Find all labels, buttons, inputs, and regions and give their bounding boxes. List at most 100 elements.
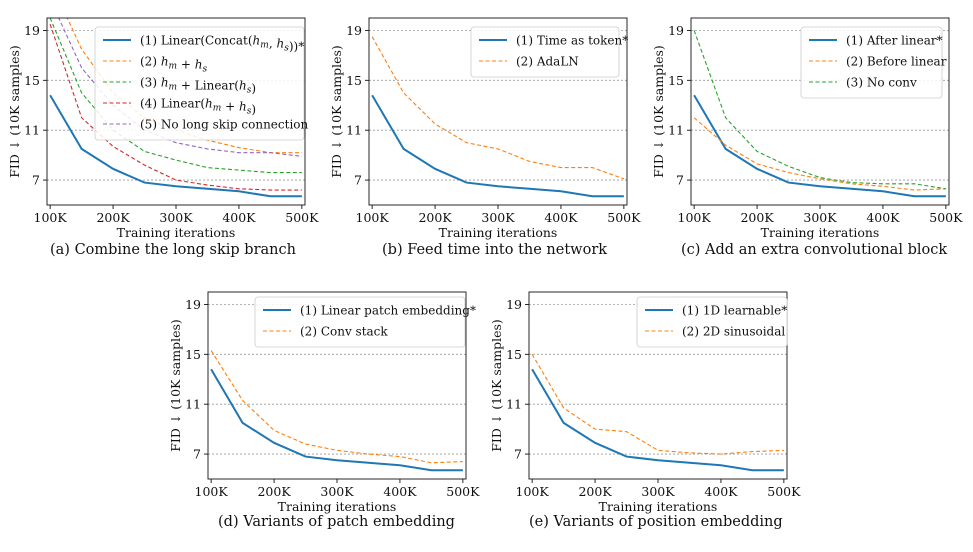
legend: (1) Linear(Concat(hm, hs))*(2) hm + hs(3…: [94, 26, 309, 141]
x-tick-label: 500K: [285, 210, 319, 225]
x-tick-label: 200K: [578, 484, 612, 499]
y-tick-label: 15: [185, 347, 201, 362]
x-tick-label: 500K: [929, 210, 963, 225]
legend-label: (1) After linear*: [846, 34, 943, 48]
series-line-2: [371, 36, 625, 180]
y-tick-label: 11: [506, 397, 522, 412]
legend-label: (1) Linear patch embedding*: [300, 304, 476, 318]
series-line-2: [210, 350, 463, 464]
y-tick-label: 15: [346, 73, 362, 88]
y-axis-label: FID ↓ (10K samples): [489, 319, 504, 452]
x-tick-label: 200K: [257, 484, 291, 499]
x-tick-label: 200K: [740, 210, 774, 225]
x-tick-label: 100K: [195, 484, 229, 499]
x-tick-label: 100K: [34, 210, 68, 225]
y-axis-label: FID ↓ (10K samples): [329, 45, 344, 178]
legend: (1) 1D learnable* (2) 2D sinusoidal: [636, 296, 788, 348]
legend-label: (5) No long skip connection: [140, 118, 309, 132]
caption-b: (b) Feed time into the network: [382, 242, 608, 258]
x-axis-label: Training iterations: [278, 499, 397, 514]
y-tick-label: 7: [354, 173, 362, 188]
legend-box: [800, 26, 943, 99]
series-line-1: [693, 94, 946, 198]
series-line-5: [58, 18, 302, 157]
x-axis-label: Training iterations: [117, 225, 236, 240]
caption-d: (d) Variants of patch embedding: [218, 514, 455, 530]
legend-box: [94, 26, 305, 141]
legend-label: (1) 1D learnable*: [682, 304, 787, 318]
legend: (1) After linear* (2) Before linear (3) No…: [800, 26, 947, 99]
y-tick-label: 19: [346, 23, 362, 38]
series-line-1: [531, 368, 784, 472]
caption-c: (c) Add an extra convolutional block: [681, 242, 948, 258]
x-tick-label: 400K: [222, 210, 256, 225]
x-tick-label: 400K: [544, 210, 578, 225]
series-line-2: [693, 117, 946, 191]
x-tick-label: 100K: [356, 210, 390, 225]
y-tick-label: 19: [185, 297, 201, 312]
y-tick-label: 11: [346, 123, 362, 138]
y-axis-label: FID ↓ (10K samples): [7, 45, 22, 178]
y-tick-label: 11: [24, 123, 40, 138]
x-tick-label: 300K: [803, 210, 837, 225]
x-tick-label: 500K: [767, 484, 801, 499]
y-tick-label: 11: [185, 397, 201, 412]
series-line-1: [210, 368, 463, 472]
y-tick-label: 7: [32, 173, 40, 188]
y-axis-label: FID ↓ (10K samples): [168, 319, 183, 452]
legend: (1) Time as token* (2) AdaLN: [470, 26, 628, 78]
legend-label: (1) Linear(Concat(hm, hs))*: [140, 34, 304, 54]
legend-box: [470, 26, 620, 78]
legend-label: (2) AdaLN: [516, 55, 579, 69]
legend-box: [636, 296, 788, 348]
y-tick-label: 19: [24, 23, 40, 38]
x-tick-label: 200K: [418, 210, 452, 225]
legend-label: (1) Time as token*: [516, 34, 628, 48]
legend-label: (3) hm + Linear(hs): [140, 76, 256, 96]
legend-label: (2) Before linear: [846, 55, 947, 69]
series-line-1: [371, 94, 624, 198]
legend: (1) Linear patch embedding* (2) Conv stac…: [254, 296, 476, 348]
x-tick-label: 500K: [446, 484, 480, 499]
y-tick-label: 7: [193, 447, 201, 462]
caption-a: (a) Combine the long skip branch: [50, 242, 296, 258]
y-tick-label: 11: [668, 123, 684, 138]
x-tick-label: 300K: [320, 484, 354, 499]
legend-label: (4) Linear(hm + hs): [140, 97, 256, 117]
y-axis-label: FID ↓ (10K samples): [651, 45, 666, 178]
x-axis-label: Training iterations: [439, 225, 558, 240]
series-line-2: [531, 354, 784, 455]
x-tick-label: 500K: [607, 210, 641, 225]
series-line-4: [49, 24, 302, 191]
y-tick-label: 15: [506, 347, 522, 362]
x-axis-label: Training iterations: [761, 225, 880, 240]
legend-label: (2) hm + hs: [140, 55, 208, 75]
x-tick-label: 100K: [516, 484, 550, 499]
y-tick-label: 7: [676, 173, 684, 188]
x-axis-label: Training iterations: [599, 499, 718, 514]
y-tick-label: 15: [24, 73, 40, 88]
x-tick-label: 300K: [159, 210, 193, 225]
x-tick-label: 300K: [641, 484, 675, 499]
legend-label: (2) Conv stack: [300, 325, 388, 339]
y-tick-label: 19: [506, 297, 522, 312]
caption-e: (e) Variants of position embedding: [529, 514, 783, 530]
y-tick-label: 7: [514, 447, 522, 462]
x-tick-label: 400K: [383, 484, 417, 499]
legend-label: (2) 2D sinusoidal: [682, 325, 785, 339]
legend-label: (3) No conv: [846, 76, 917, 90]
series-line-1: [49, 94, 302, 198]
x-tick-label: 100K: [678, 210, 712, 225]
x-tick-label: 200K: [96, 210, 130, 225]
x-tick-label: 400K: [704, 484, 738, 499]
